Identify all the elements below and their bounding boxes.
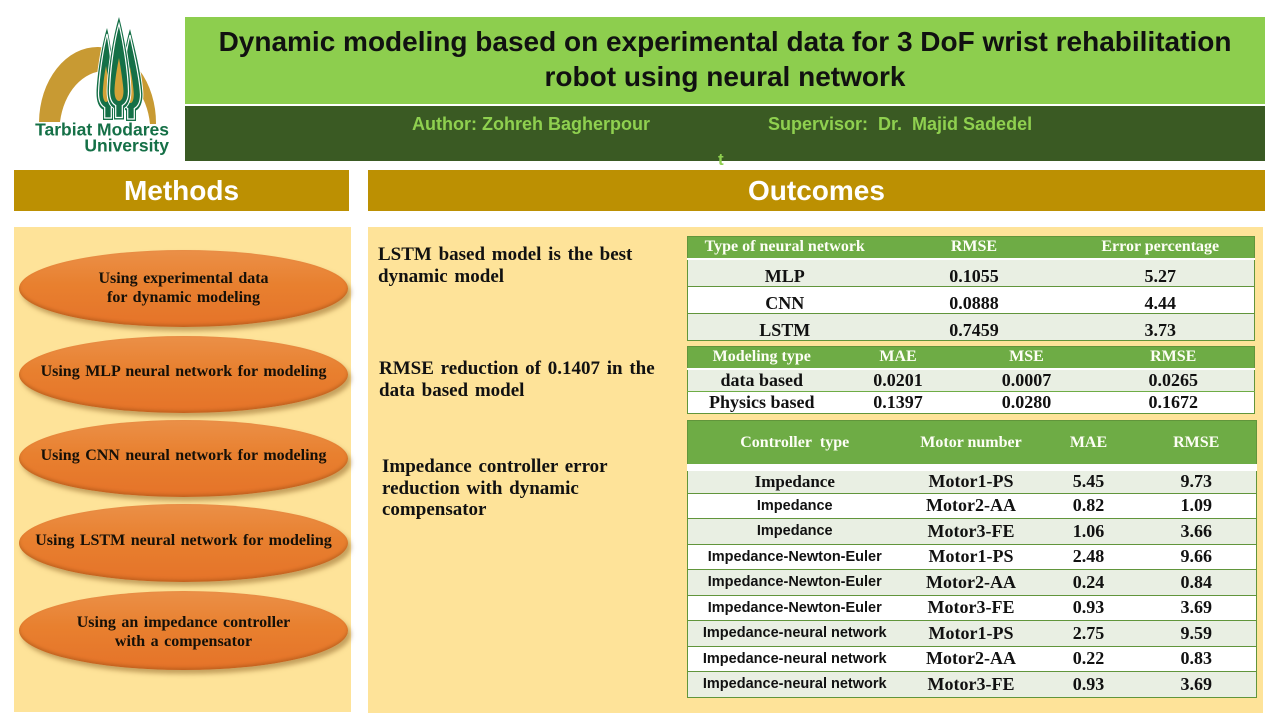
svg-text:Tarbiat Modares: Tarbiat Modares bbox=[35, 120, 169, 140]
svg-text:University: University bbox=[84, 136, 169, 156]
